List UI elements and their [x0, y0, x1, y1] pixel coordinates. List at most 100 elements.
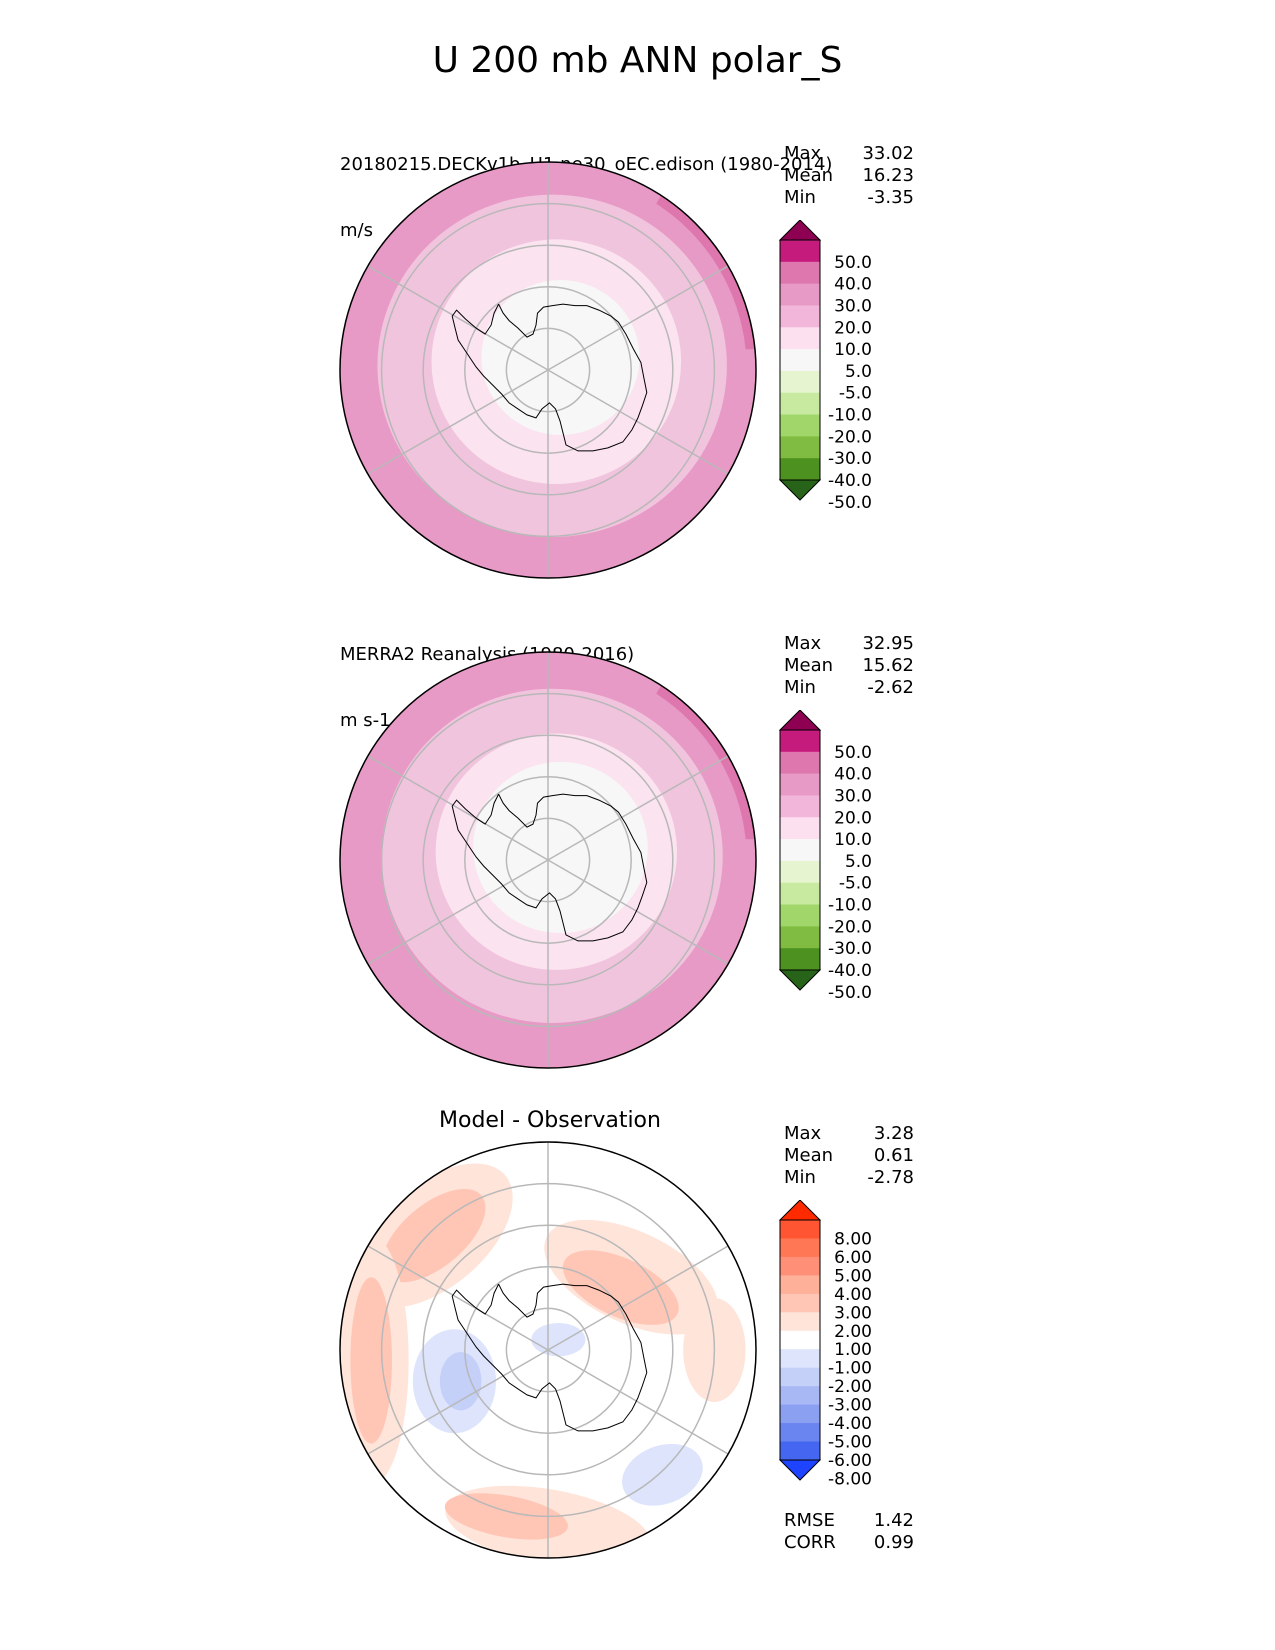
colorbar-tick-label: -30.0 [828, 449, 872, 469]
colorbar-tick-label: -4.00 [828, 1414, 872, 1434]
colorbar-segment [780, 1330, 820, 1350]
meridian-line [547, 859, 729, 965]
colorbar-tick-label: 4.00 [834, 1285, 872, 1305]
colorbar-tick-label: 50.0 [834, 253, 872, 273]
colorbar-tick-label: 3.00 [834, 1303, 872, 1323]
meridian-line [367, 1245, 549, 1351]
colorbar-segment [780, 458, 820, 481]
colorbar-segment [780, 795, 820, 818]
colorbar-segment [780, 1275, 820, 1295]
colorbar-extend-max [778, 1200, 822, 1221]
test-stats: Max 33.02 Mean 16.23 Min -3.35 [784, 143, 914, 209]
colorbar-segment [780, 1220, 820, 1239]
colorbar-tick-label: 30.0 [834, 786, 872, 806]
map-fill [340, 652, 756, 1068]
meridian-line [547, 1349, 729, 1455]
rmse-label: RMSE [784, 1510, 835, 1531]
colorbar-frame [779, 729, 821, 971]
colorbar-tick-label: -5.0 [839, 874, 872, 894]
colorbar-tick-label: 10.0 [834, 340, 872, 360]
contour-region-max [656, 193, 756, 350]
colorbar-segment [780, 860, 820, 884]
colorbar-segment [780, 305, 820, 328]
colorbar-tick-label: 20.0 [834, 318, 872, 338]
meridian-line [367, 265, 549, 371]
colorbar-segment [780, 948, 820, 971]
map-boundary [339, 161, 757, 579]
colorbar-segment [780, 1238, 820, 1258]
colorbar-segment [780, 1423, 820, 1443]
stat-mean-value: 15.62 [862, 655, 914, 676]
map-fill [340, 162, 756, 578]
colorbar-tick-label: -2.00 [828, 1377, 872, 1397]
colorbar-tick-label: 6.00 [834, 1248, 872, 1268]
colorbar-tick-label: 1.00 [834, 1340, 872, 1360]
colorbar-segment [780, 730, 820, 753]
colorbar-tick-label: 50.0 [834, 743, 872, 763]
colorbar-tick-label: 8.00 [834, 1229, 872, 1249]
colorbar-segment [780, 751, 820, 775]
colorbar-segment [780, 1256, 820, 1276]
meridian-line [367, 859, 549, 965]
colorbar-tick-label: 20.0 [834, 808, 872, 828]
stat-mean-value: 16.23 [862, 165, 914, 186]
reference-polar-map [339, 651, 757, 1069]
colorbar-segment [780, 839, 820, 862]
test-units: m/s [340, 220, 373, 241]
stat-min-label: Min [784, 1167, 816, 1188]
colorbar-segment [780, 1441, 820, 1461]
stat-mean-label: Mean [784, 655, 834, 676]
colorbar-segment [780, 349, 820, 372]
corr-label: CORR [784, 1532, 836, 1553]
colorbar-segment [780, 1404, 820, 1424]
colorbar-extend-min [778, 1459, 822, 1481]
contour-region [531, 1322, 586, 1357]
colorbar-tick-label: 5.0 [845, 852, 872, 872]
difference-polar-map [339, 1141, 757, 1559]
contour-region [444, 1493, 568, 1540]
colorbar-segment [780, 1386, 820, 1406]
colorbar-segment [780, 1312, 820, 1332]
colorbar-tick-label: 10.0 [834, 830, 872, 850]
colorbar-segment [780, 283, 820, 306]
contour-region [473, 761, 648, 934]
colorbar-tick-label: 30.0 [834, 296, 872, 316]
contour-region [562, 1250, 679, 1325]
stat-min-label: Min [784, 677, 816, 698]
antarctica-coastline [451, 303, 648, 452]
meridian-line [547, 265, 729, 371]
meridian-line [367, 369, 549, 475]
stat-min-value: -2.78 [867, 1167, 914, 1188]
map-boundary [339, 651, 757, 1069]
reference-units: m s-1 [340, 710, 391, 731]
colorbar-tick-label: -1.00 [828, 1359, 872, 1379]
graticule [367, 652, 729, 1068]
stat-min-label: Min [784, 187, 816, 208]
colorbar-segment [780, 882, 820, 906]
contour-region [439, 1352, 482, 1411]
colorbar-frame [779, 239, 821, 481]
colorbar-tick-label: -5.0 [839, 384, 872, 404]
contour-region [481, 280, 640, 435]
meridian-line [547, 369, 729, 475]
colorbar-tick-label: -8.00 [828, 1469, 872, 1489]
test-colorbar: 50.040.030.020.010.05.0-5.0-10.0-20.0-30… [778, 220, 872, 513]
contour-region [350, 1277, 392, 1444]
colorbar-tick-label: 5.00 [834, 1266, 872, 1286]
meridian-line [367, 755, 549, 861]
colorbar-extend-max [778, 710, 822, 731]
colorbar-tick-label: 5.0 [845, 362, 872, 382]
colorbar-segment [780, 904, 820, 927]
colorbar-frame [779, 1219, 821, 1461]
figure-title: U 200 mb ANN polar_S [432, 40, 843, 81]
colorbar-tick-label: -20.0 [828, 917, 872, 937]
antarctica-coastline [451, 1283, 648, 1432]
stat-mean-label: Mean [784, 1145, 834, 1166]
colorbar-segment [780, 926, 820, 949]
colorbar-tick-label: -40.0 [828, 961, 872, 981]
colorbar-extend-min [778, 479, 822, 501]
colorbar-tick-label: -3.00 [828, 1396, 872, 1416]
colorbar-tick-label: -20.0 [828, 427, 872, 447]
stat-min-value: -3.35 [867, 187, 914, 208]
colorbar-extend-max [778, 220, 822, 241]
